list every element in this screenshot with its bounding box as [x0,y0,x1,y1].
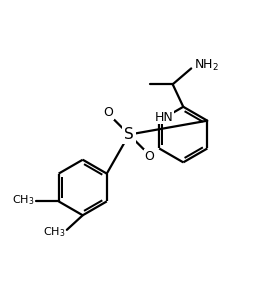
Text: O: O [104,106,114,119]
Text: S: S [124,127,134,142]
Text: CH$_3$: CH$_3$ [43,226,65,239]
Text: HN: HN [155,111,174,124]
Text: NH$_2$: NH$_2$ [194,58,219,73]
Text: O: O [144,150,154,163]
Text: CH$_3$: CH$_3$ [12,193,35,207]
